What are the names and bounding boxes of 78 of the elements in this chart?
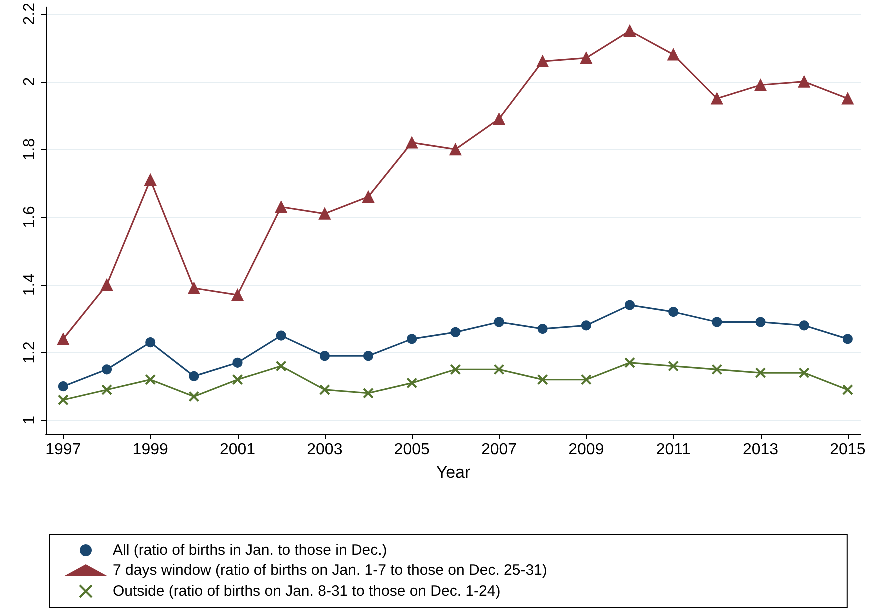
- point: [318, 208, 331, 220]
- x-tick-label: 2011: [656, 442, 691, 458]
- point: [362, 190, 375, 203]
- point: [407, 334, 418, 344]
- point: [580, 374, 592, 386]
- x-tick-label: 2001: [220, 442, 256, 458]
- legend-label: 7 days window (ratio of births on Jan. 1-7 to those on Dec. 25-31): [113, 562, 548, 579]
- point: [712, 364, 723, 376]
- point: [537, 374, 548, 386]
- x-tick-label: 1999: [132, 442, 168, 458]
- x-tick-label: 2009: [568, 442, 604, 458]
- point: [145, 374, 156, 386]
- point: [320, 351, 330, 362]
- point: [624, 357, 636, 368]
- point: [189, 371, 200, 382]
- point: [538, 324, 548, 334]
- point: [450, 364, 462, 376]
- y-tick-label: 1: [22, 416, 38, 425]
- point: [276, 360, 287, 372]
- point: [319, 384, 330, 396]
- point: [101, 279, 114, 292]
- point: [188, 282, 200, 294]
- point: [668, 307, 679, 318]
- point: [799, 320, 810, 331]
- point: [712, 317, 722, 328]
- y-tick-label: 2: [22, 77, 38, 86]
- point: [276, 330, 286, 341]
- y-tick-label: 1.6: [22, 206, 38, 228]
- point: [494, 364, 505, 376]
- point: [842, 384, 854, 396]
- x-tick-label: 2015: [830, 442, 866, 458]
- x-tick-label: 1997: [46, 442, 82, 458]
- point: [581, 320, 592, 331]
- y-tick-label: 2.2: [22, 2, 38, 26]
- point: [232, 289, 244, 302]
- point: [363, 388, 374, 399]
- point: [232, 374, 244, 386]
- point: [58, 382, 68, 392]
- point: [57, 333, 70, 346]
- point: [668, 360, 680, 372]
- point: [275, 201, 288, 214]
- point: [711, 92, 724, 105]
- y-tick-label: 1.4: [22, 274, 38, 296]
- point: [450, 144, 462, 156]
- point: [364, 351, 374, 362]
- point: [450, 327, 461, 338]
- point: [755, 368, 766, 379]
- y-tick-label: 1.8: [22, 138, 38, 161]
- x-axis-title: Year: [436, 463, 472, 482]
- point: [102, 364, 112, 375]
- x-tick-label: 2007: [481, 442, 518, 458]
- point: [798, 368, 810, 379]
- point: [146, 338, 156, 348]
- point: [406, 378, 418, 389]
- point: [754, 79, 767, 92]
- point: [536, 56, 549, 68]
- x-tick-label: 2005: [394, 442, 430, 458]
- point: [580, 52, 592, 64]
- point: [58, 394, 69, 406]
- point: [756, 317, 766, 328]
- point: [842, 92, 854, 105]
- x-tick-label: 2003: [307, 442, 343, 458]
- point: [493, 113, 506, 126]
- legend-label: All (ratio of births in Jan. to those in Dec.): [113, 542, 388, 559]
- point: [625, 300, 636, 310]
- x-tick-label: 2013: [742, 442, 779, 458]
- point: [188, 391, 200, 402]
- point: [798, 76, 810, 88]
- point: [842, 334, 853, 344]
- point: [232, 358, 243, 368]
- point: [668, 48, 680, 61]
- legend-label: Outside (ratio of births on Jan. 8-31 to those on Dec. 1-24): [113, 583, 501, 600]
- y-tick-label: 1.2: [22, 342, 38, 364]
- point: [102, 384, 113, 396]
- point: [406, 136, 418, 149]
- point: [624, 25, 636, 38]
- point: [494, 317, 504, 328]
- point: [144, 174, 157, 186]
